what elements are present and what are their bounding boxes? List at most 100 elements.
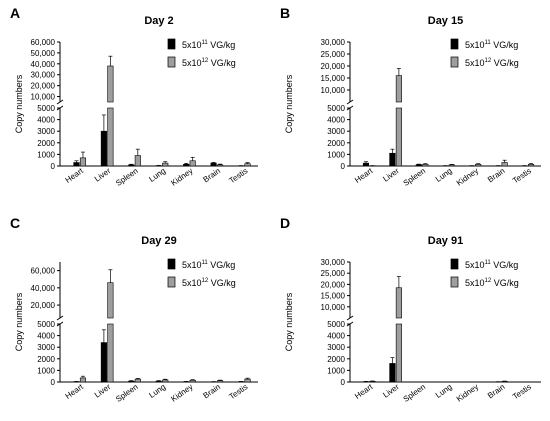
bar [73,162,80,167]
y-tick-label: 3000 [37,127,55,136]
category-label: Brain [486,382,506,400]
legend-label-exponent: 12 [485,278,492,284]
bar [415,164,422,167]
y-tick-label: 20,000 [321,62,346,71]
y-tick-label: 20,000 [321,280,346,289]
y-tick-label: 15,000 [321,74,346,83]
legend-label-unit: VG/kg [491,278,519,288]
bar [128,164,135,167]
y-tick-label: 5000 [37,104,55,113]
y-tick-label: 10,000 [31,93,56,102]
category-label: Testis [511,166,533,185]
panel-letter: D [280,215,290,231]
bar [210,162,217,167]
bar [217,164,224,167]
panel-letter: B [280,5,290,21]
legend-label-unit: VG/kg [491,58,519,68]
bar [362,162,370,167]
bar [189,379,196,383]
legend-swatch [450,38,459,50]
legend-label-exponent: 11 [202,40,209,46]
bar [448,164,455,167]
legend-label-unit: VG/kg [208,278,236,288]
y-tick-label: 30,000 [321,38,346,47]
bar [183,163,190,167]
legend-swatch [450,258,459,270]
category-label: Testis [228,166,250,185]
y-tick-label: 30,000 [31,71,56,80]
category-label: Kidney [455,382,480,403]
category-label: Liver [93,382,113,400]
y-tick-label: 2000 [327,139,345,148]
bar [79,377,87,383]
category-label: Kidney [169,382,194,403]
y-tick-label: 0 [341,378,346,387]
category-label: Brain [486,166,506,184]
bar [217,380,224,383]
legend-label-unit: VG/kg [491,40,519,50]
bar [134,378,141,383]
category-label: Spleen [114,166,140,188]
category-label: Liver [93,166,113,184]
legend-label-exponent: 11 [485,260,492,266]
y-tick-label: 50,000 [31,49,56,58]
y-tick-label: 40,000 [31,284,56,293]
legend-label-base: 5x10 [182,40,202,50]
y-tick-label: 60,000 [31,267,56,276]
bar [389,363,396,383]
category-label: Lung [147,166,167,184]
panel-title: Day 2 [144,15,173,27]
y-tick-label: 0 [51,162,56,171]
legend-label-unit: VG/kg [208,260,236,270]
category-label: Lung [434,382,454,400]
legend-label-exponent: 12 [202,278,209,284]
y-tick-label: 10,000 [321,86,346,95]
legend-label: 5x1012 VG/kg [465,278,519,288]
category-label: Lung [147,382,167,400]
category-label: Heart [353,382,375,401]
y-tick-label: 20,000 [31,82,56,91]
legend-label-unit: VG/kg [208,58,236,68]
category-label: Kidney [455,166,480,187]
panel-title: Day 29 [141,235,176,247]
axis-break-mark [56,99,64,105]
legend-label-unit: VG/kg [208,40,236,50]
panel-letter: C [10,215,20,231]
y-tick-label: 1000 [327,366,345,375]
bar [128,380,135,383]
category-label: Heart [353,166,375,185]
bar [244,163,251,167]
y-tick-label: 1000 [37,366,55,375]
legend-swatch [167,38,176,50]
category-label: Testis [511,382,533,401]
legend-label-exponent: 12 [485,58,492,64]
legend-label: 5x1012 VG/kg [182,58,236,68]
y-tick-label: 2000 [37,355,55,364]
bar [79,157,87,167]
bar [527,163,535,167]
y-tick-label: 5000 [37,320,55,329]
y-tick-label: 1000 [327,150,345,159]
legend-label-base: 5x10 [182,58,202,68]
legend-label: 5x1011 VG/kg [465,260,518,270]
y-axis-label: Copy numbers [14,292,24,351]
bar [244,378,251,383]
y-tick-label: 3000 [327,127,345,136]
legend-label-base: 5x10 [465,40,485,50]
category-label: Liver [381,166,401,184]
legend-label-exponent: 11 [202,260,209,266]
category-label: Kidney [169,166,194,187]
y-tick-label: 4000 [327,116,345,125]
bar [107,323,114,383]
category-label: Brain [202,382,222,400]
y-tick-label: 1000 [37,150,55,159]
bar [107,107,114,167]
bar [162,379,169,383]
bar [389,152,396,167]
axis-break-mark [346,315,354,321]
bar [189,160,196,167]
legend-label-exponent: 11 [485,40,492,46]
bar [107,282,114,319]
bar [134,155,141,167]
